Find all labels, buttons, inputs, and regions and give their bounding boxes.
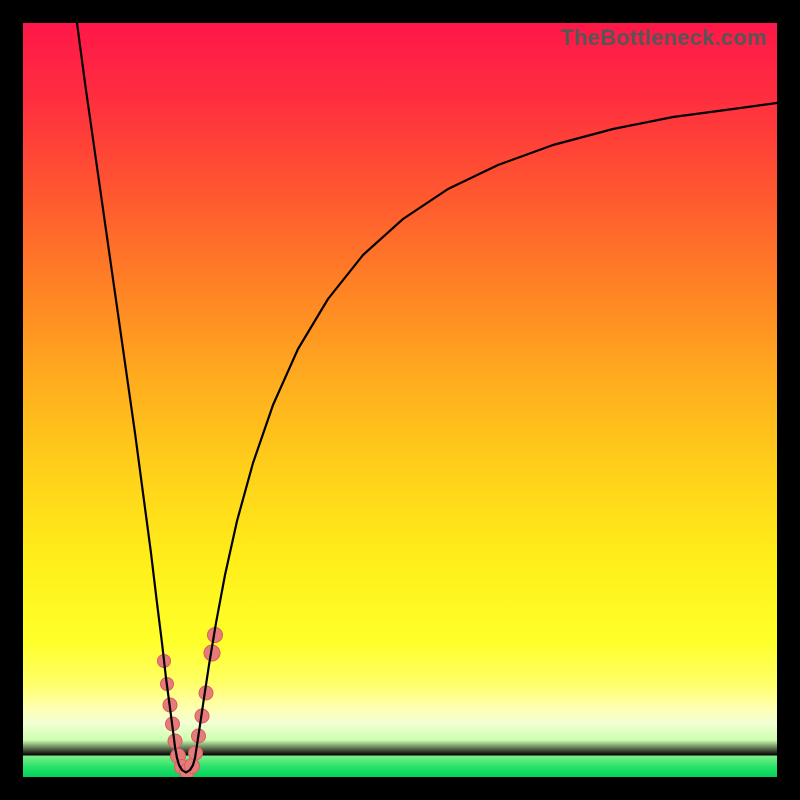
curve-left-branch [77, 23, 177, 758]
plot-area: TheBottleneck.com [23, 23, 777, 777]
curve-right-branch [195, 103, 777, 758]
curve-markers [158, 628, 223, 778]
bottleneck-curve [23, 23, 777, 777]
chart-frame: TheBottleneck.com [0, 0, 800, 800]
